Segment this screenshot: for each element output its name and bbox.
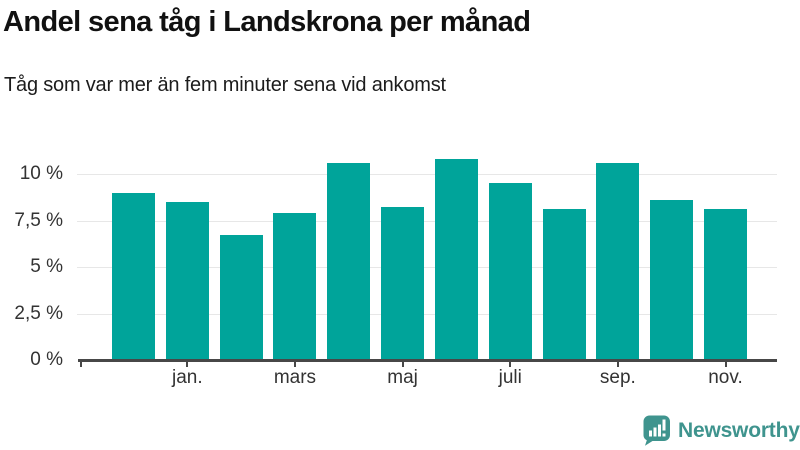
y-tick-label: 5 % <box>30 256 63 277</box>
x-axis-tick <box>401 360 404 367</box>
gridline <box>77 174 777 175</box>
x-tick-label: juli <box>498 367 522 388</box>
x-axis-tick <box>616 360 619 367</box>
newsworthy-logo-icon <box>643 415 670 446</box>
bar-series <box>78 140 777 360</box>
x-axis-line <box>78 359 777 362</box>
x-tick-label: maj <box>387 367 418 388</box>
plot-area <box>77 140 777 362</box>
bar-apr. <box>327 162 371 360</box>
bar-sep. <box>596 162 640 360</box>
bar-aug. <box>542 209 586 360</box>
y-tick-label: 2,5 % <box>14 302 63 324</box>
bar-okt. <box>650 200 694 360</box>
x-axis-tick <box>509 360 512 367</box>
bar-jan. <box>165 201 209 360</box>
x-axis-tick <box>724 360 727 367</box>
bar-nov. <box>703 209 747 360</box>
x-tick-label: nov. <box>708 367 743 388</box>
x-tick-label: sep. <box>599 367 636 388</box>
y-tick-label: 7,5 % <box>14 209 63 231</box>
y-tick-label: 0 % <box>30 349 63 370</box>
logo-mini-bars <box>649 419 666 437</box>
newsworthy-logo: Newsworthy <box>643 415 800 446</box>
gridline <box>77 313 777 315</box>
bar-maj <box>381 207 425 360</box>
y-tick-label: 10 % <box>19 163 63 184</box>
x-tick-label: jan. <box>171 367 203 388</box>
chart-subtitle: Tåg som var mer än fem minuter sena vid … <box>4 74 446 96</box>
gridline <box>77 220 777 222</box>
x-axis-tick <box>80 360 82 367</box>
x-axis-tick <box>186 360 189 367</box>
bar-juni <box>434 159 478 360</box>
newsworthy-logo-text: Newsworthy <box>678 418 800 442</box>
x-axis-tick <box>293 360 296 367</box>
x-tick-label: mars <box>273 367 317 388</box>
chart-title: Andel sena tåg i Landskrona per månad <box>3 6 531 38</box>
bar-juli <box>488 183 532 360</box>
bar-mars <box>273 213 317 360</box>
bar-feb. <box>219 235 263 360</box>
bar-dec. <box>112 192 155 360</box>
gridline <box>77 267 777 268</box>
